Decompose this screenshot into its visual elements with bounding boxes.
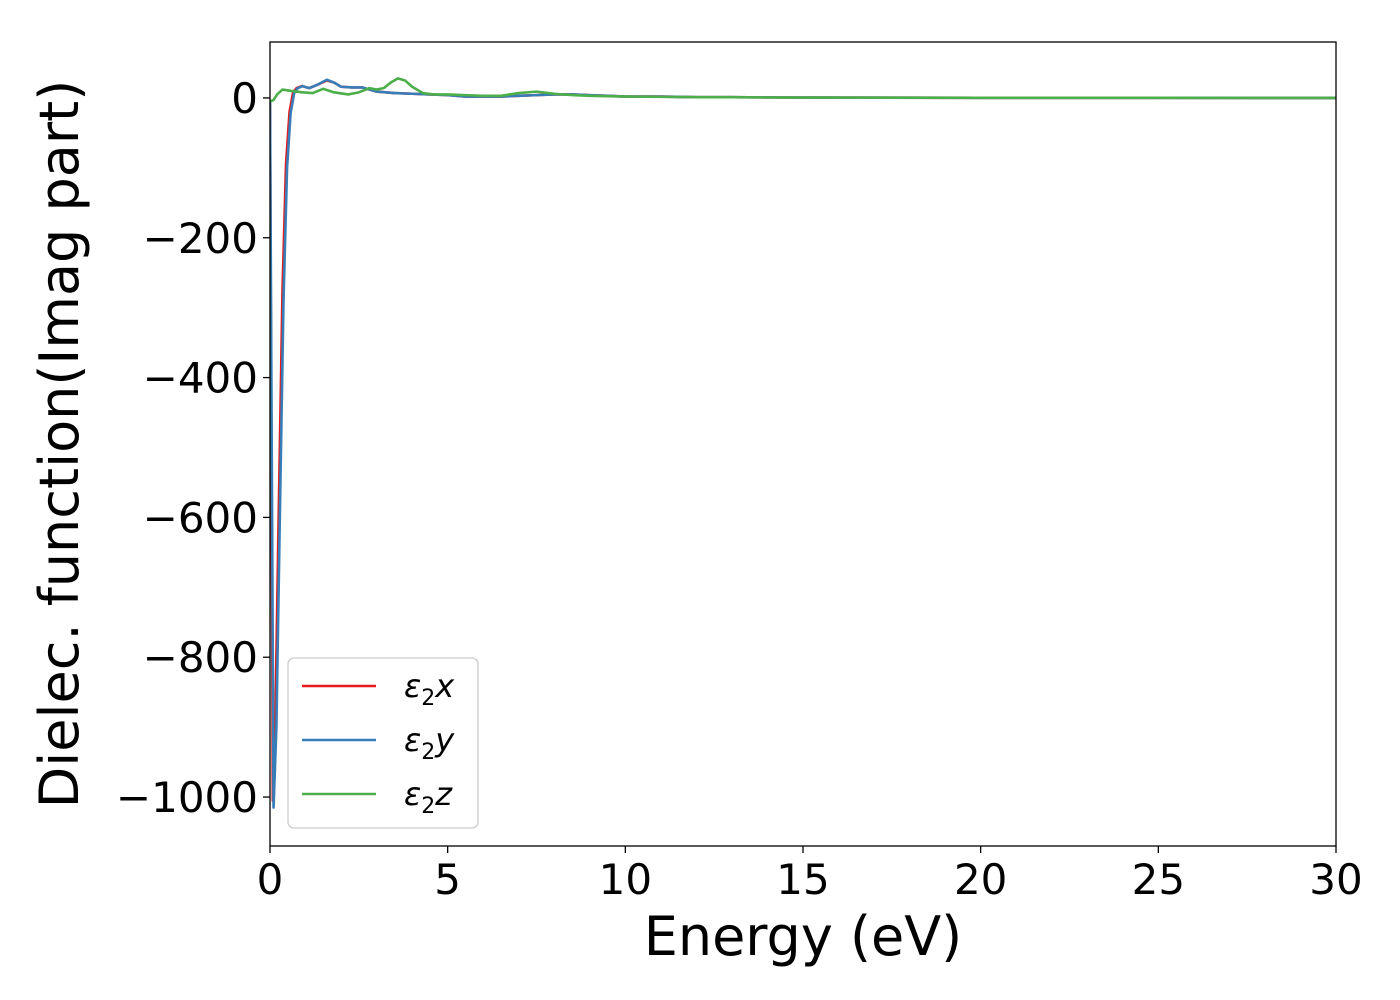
- x-tick-label: 20: [954, 855, 1007, 904]
- legend-label-x: ε2x: [404, 667, 455, 711]
- x-tick-label: 10: [599, 855, 652, 904]
- x-axis-title: Energy (eV): [644, 905, 963, 968]
- x-tick-label: 30: [1309, 855, 1362, 904]
- legend-label-z: ε2z: [404, 775, 453, 819]
- x-tick-label: 15: [776, 855, 829, 904]
- x-axis: 0 5 10 15 20 25 30: [257, 846, 1363, 904]
- y-axis-title: Dielec. function(Imag part): [28, 80, 91, 809]
- y-tick-label: −1000: [116, 773, 258, 822]
- x-tick-label: 0: [257, 855, 284, 904]
- legend-label-y: ε2y: [404, 721, 455, 765]
- y-tick-label: −600: [143, 493, 258, 542]
- y-tick-label: 0: [231, 74, 258, 123]
- y-tick-label: −800: [143, 633, 258, 682]
- x-tick-label: 25: [1132, 855, 1185, 904]
- legend: ε2x ε2y ε2z: [287, 657, 479, 829]
- y-tick-label: −400: [143, 354, 258, 403]
- series-layer: [270, 77, 1336, 809]
- legend-box: [287, 657, 479, 829]
- y-tick-label: −200: [143, 214, 258, 263]
- x-tick-label: 5: [434, 855, 461, 904]
- y-axis: 0 −200 −400 −600 −800 −1000: [116, 74, 270, 822]
- series-line-z: [270, 77, 1336, 103]
